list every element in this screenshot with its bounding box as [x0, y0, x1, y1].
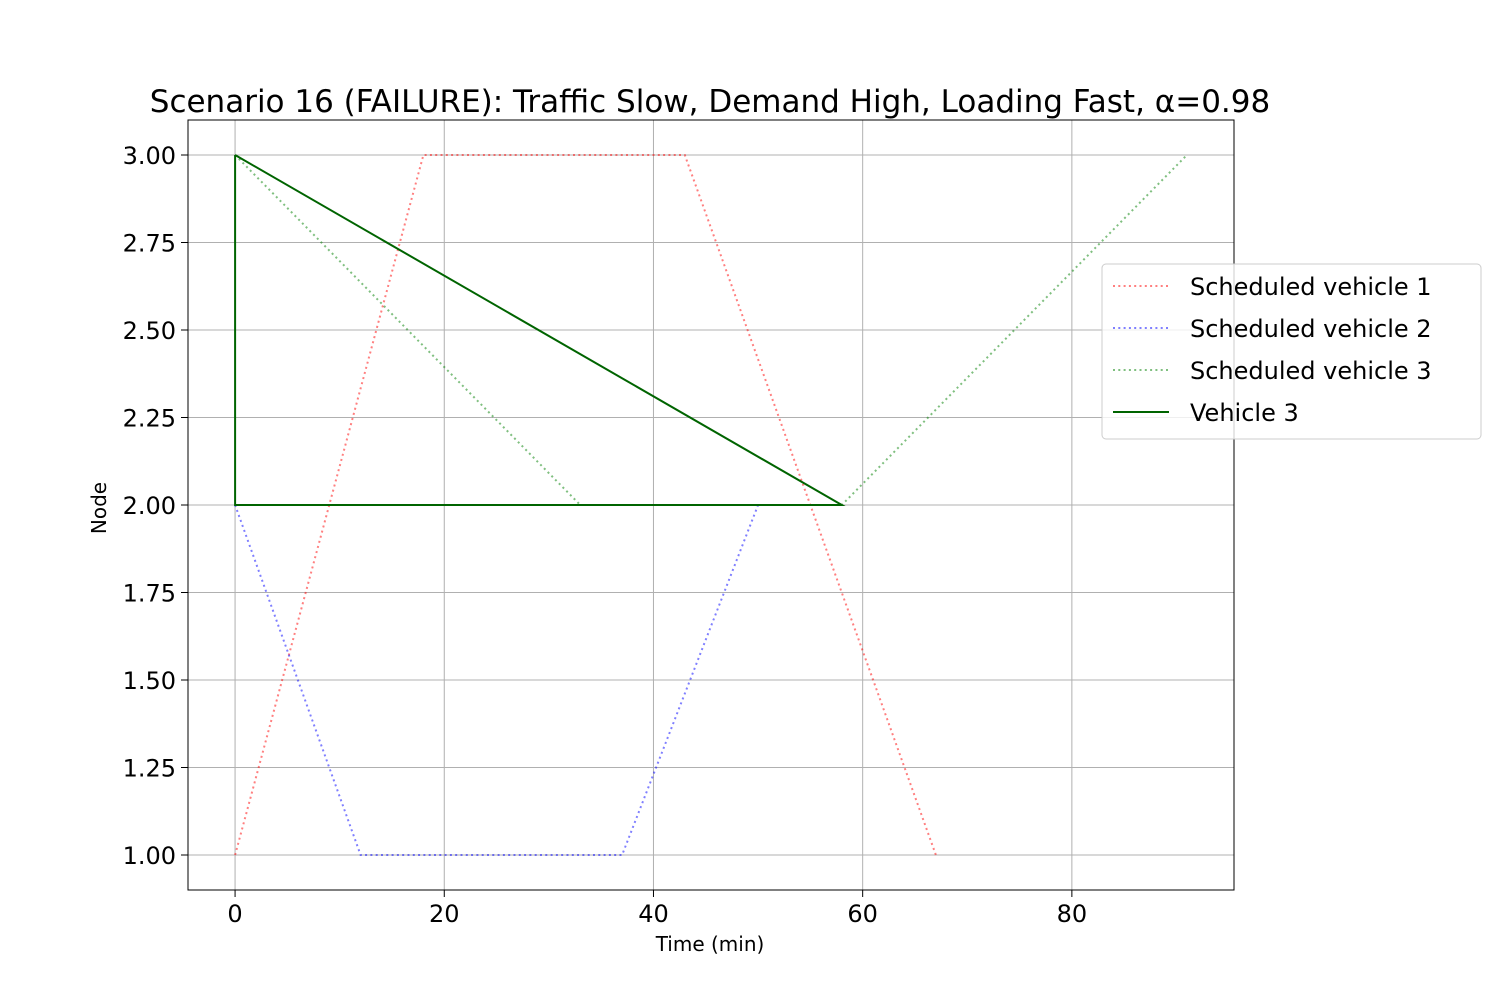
y-tick-label: 2.50 — [123, 317, 176, 345]
series-line-2 — [234, 504, 760, 856]
chart-title: Scenario 16 (FAILURE): Traffic Slow, Dem… — [150, 84, 1270, 120]
y-tick-label: 2.25 — [123, 405, 176, 433]
legend-label-2: Scheduled vehicle 2 — [1190, 315, 1432, 343]
y-tick-label: 3.00 — [123, 142, 176, 170]
y-tick-label: 2.75 — [123, 230, 176, 258]
y-tick-label: 2.00 — [123, 492, 176, 520]
x-tick-label: 20 — [429, 900, 460, 928]
grid — [188, 120, 1234, 890]
y-axis-label: Node — [87, 482, 111, 534]
legend-label-3: Scheduled vehicle 3 — [1190, 357, 1432, 385]
x-tick-label: 0 — [227, 900, 242, 928]
y-tick-label: 1.00 — [123, 842, 176, 870]
x-axis-label: Time (min) — [655, 932, 765, 956]
legend: Scheduled vehicle 1 Scheduled vehicle 2 Sc… — [1101, 263, 1482, 440]
legend-label-4: Vehicle 3 — [1190, 399, 1299, 427]
legend-frame — [1101, 263, 1482, 440]
axis-ticks: 0 20 40 60 80 1.00 1.25 1.50 1.75 2.00 2.25 2.50 2.7… — [123, 142, 1088, 928]
y-tick-label: 1.25 — [123, 755, 176, 783]
series-line-3 — [234, 154, 1188, 506]
x-tick-label: 80 — [1057, 900, 1088, 928]
y-tick-label: 1.75 — [123, 580, 176, 608]
legend-label-1: Scheduled vehicle 1 — [1190, 273, 1432, 301]
x-tick-label: 60 — [847, 900, 878, 928]
plot-series — [234, 154, 1188, 856]
y-tick-label: 1.50 — [123, 667, 176, 695]
series-line-4 — [234, 154, 846, 506]
x-tick-label: 40 — [638, 900, 669, 928]
